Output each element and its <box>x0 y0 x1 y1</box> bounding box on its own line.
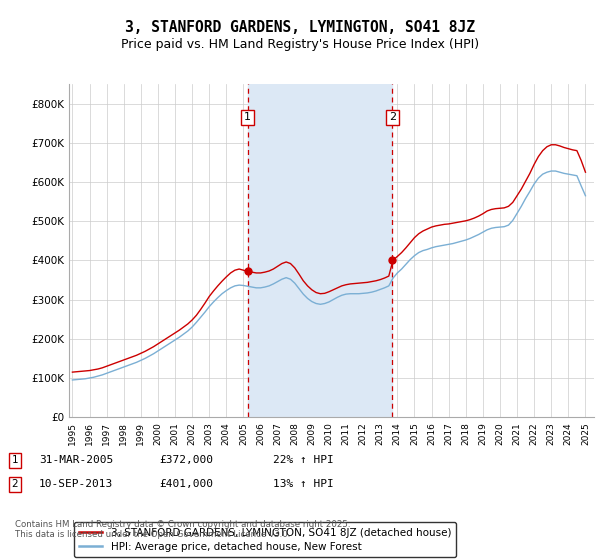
Text: Contains HM Land Registry data © Crown copyright and database right 2025.
This d: Contains HM Land Registry data © Crown c… <box>15 520 350 539</box>
Text: 22% ↑ HPI: 22% ↑ HPI <box>273 455 334 465</box>
Text: Price paid vs. HM Land Registry's House Price Index (HPI): Price paid vs. HM Land Registry's House … <box>121 38 479 50</box>
Bar <box>248 84 392 417</box>
Legend: 3, STANFORD GARDENS, LYMINGTON, SO41 8JZ (detached house), HPI: Average price, d: 3, STANFORD GARDENS, LYMINGTON, SO41 8JZ… <box>74 522 457 557</box>
Text: 10-SEP-2013: 10-SEP-2013 <box>39 479 113 489</box>
Text: 3, STANFORD GARDENS, LYMINGTON, SO41 8JZ: 3, STANFORD GARDENS, LYMINGTON, SO41 8JZ <box>125 20 475 35</box>
Text: 1: 1 <box>11 455 19 465</box>
Text: 2: 2 <box>11 479 19 489</box>
Text: £372,000: £372,000 <box>159 455 213 465</box>
Text: 13% ↑ HPI: 13% ↑ HPI <box>273 479 334 489</box>
Text: 31-MAR-2005: 31-MAR-2005 <box>39 455 113 465</box>
Text: £401,000: £401,000 <box>159 479 213 489</box>
Text: 2: 2 <box>389 113 396 122</box>
Text: 1: 1 <box>244 113 251 122</box>
